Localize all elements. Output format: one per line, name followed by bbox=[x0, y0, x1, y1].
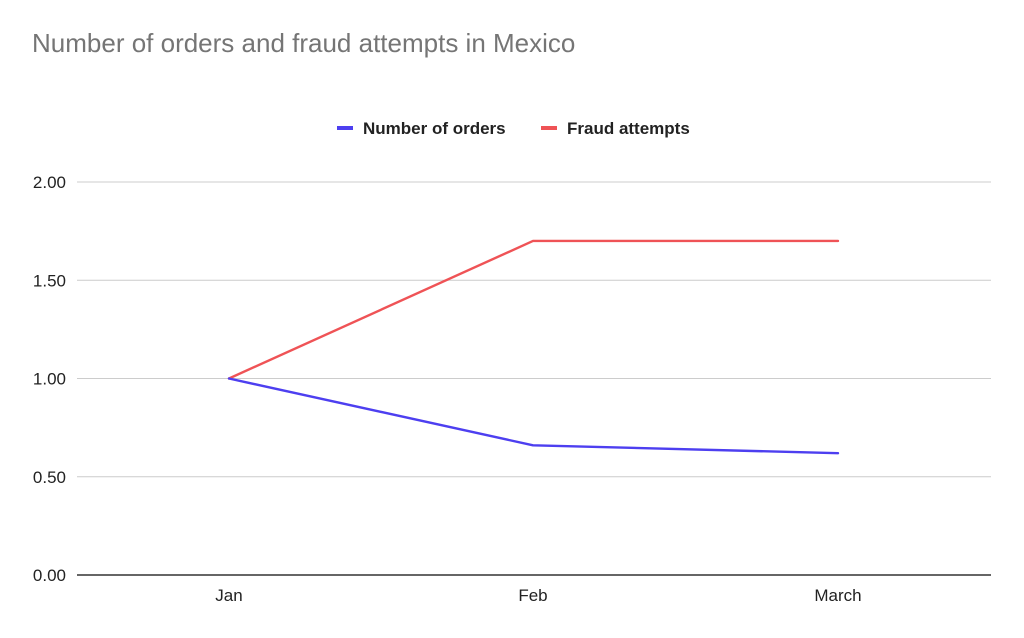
y-tick-label: 1.00 bbox=[33, 370, 66, 389]
chart-title: Number of orders and fraud attempts in M… bbox=[32, 28, 576, 58]
y-tick-label: 0.50 bbox=[33, 468, 66, 487]
y-tick-label: 1.50 bbox=[33, 271, 66, 290]
series-line-fraud-attempts bbox=[227, 239, 840, 380]
x-tick-label: Jan bbox=[215, 586, 242, 605]
series-line-number-of-orders bbox=[227, 377, 840, 455]
y-tick-label: 2.00 bbox=[33, 173, 66, 192]
legend-label: Number of orders bbox=[363, 119, 506, 138]
x-tick-label: Feb bbox=[518, 586, 547, 605]
y-tick-label: 0.00 bbox=[33, 566, 66, 585]
series-lines bbox=[227, 239, 840, 455]
legend: Number of orders Fraud attempts bbox=[337, 119, 690, 138]
x-axis-tick-labels: Jan Feb March bbox=[215, 586, 861, 605]
legend-label: Fraud attempts bbox=[567, 119, 690, 138]
x-tick-label: March bbox=[814, 586, 861, 605]
y-axis-tick-labels: 0.00 0.50 1.00 1.50 2.00 bbox=[33, 173, 66, 585]
